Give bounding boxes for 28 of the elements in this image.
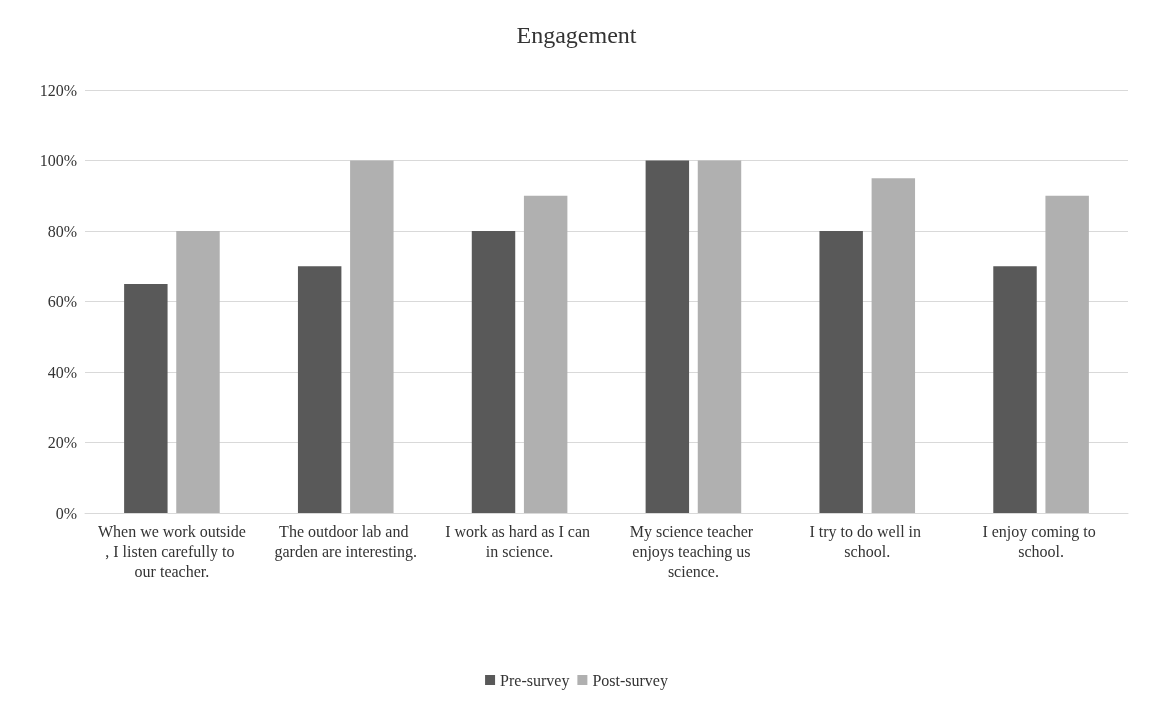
bar bbox=[297, 266, 342, 513]
bar bbox=[124, 283, 168, 513]
bar bbox=[176, 231, 220, 513]
legend-label: Post-survey bbox=[592, 671, 668, 690]
x-tick-label: My science teacher enjoys teaching us science. bbox=[629, 522, 758, 580]
bar bbox=[645, 160, 690, 513]
bar bbox=[1045, 195, 1089, 513]
y-tick-label: 120% bbox=[39, 81, 77, 99]
bar bbox=[350, 160, 394, 513]
chart-title: Engagement bbox=[516, 22, 637, 48]
bar bbox=[871, 178, 916, 513]
y-tick-label: 100% bbox=[39, 152, 77, 169]
x-tick-label: The outdoor lab and garden are interesting. bbox=[274, 522, 418, 561]
y-tick-label: 80% bbox=[47, 222, 77, 240]
y-tick-label: 60% bbox=[47, 293, 77, 310]
bar bbox=[697, 160, 742, 513]
bar bbox=[993, 266, 1037, 513]
legend-label: Pre-survey bbox=[500, 671, 570, 690]
bar bbox=[819, 231, 863, 513]
x-tick-label: I enjoy coming to school. bbox=[982, 522, 1100, 560]
y-tick-label: 20% bbox=[47, 434, 77, 451]
y-tick-label: 0% bbox=[55, 504, 77, 522]
x-tick-label: I try to do well in school. bbox=[809, 522, 926, 560]
bar bbox=[523, 195, 568, 513]
x-tick-label: When we work outside, I listen carefully to our teacher. bbox=[97, 522, 246, 580]
x-tick-label: I work as hard as I can in science. bbox=[445, 522, 594, 560]
bar bbox=[471, 231, 516, 513]
y-tick-label: 40% bbox=[47, 363, 77, 381]
